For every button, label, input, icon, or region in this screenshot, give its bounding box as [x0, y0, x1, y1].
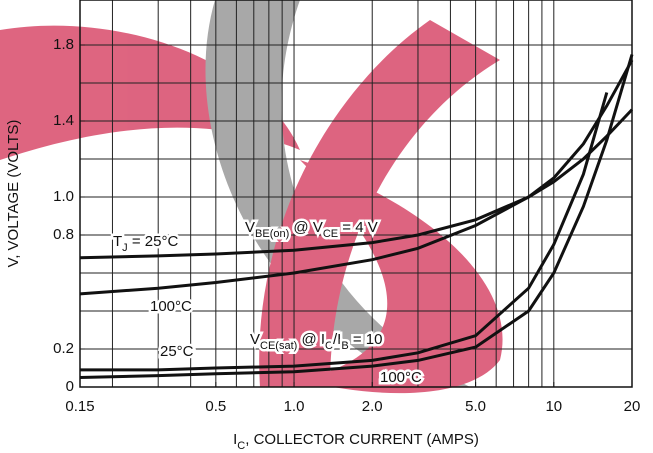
watermark-shape: [205, 0, 470, 387]
plot-frame: [79, 0, 633, 388]
y-tick-label: 1.4: [53, 112, 74, 129]
watermark: [0, 0, 503, 394]
text-part: = 4 V: [338, 219, 378, 236]
x-tick-label: 2.0: [362, 398, 383, 415]
text-part: BE(on): [255, 228, 289, 240]
y-tick-label: 0: [66, 378, 74, 395]
text-part: @ V: [289, 219, 323, 236]
annotation: 25°C: [160, 343, 194, 360]
text-part: C: [325, 340, 333, 352]
annotation: VCE(sat) @ IC/IB = 10: [250, 331, 382, 352]
line-series: [80, 92, 609, 372]
text-part: B: [341, 340, 348, 352]
text-part: = 25°C: [128, 233, 179, 250]
y-tick-label: 1.8: [53, 36, 74, 53]
x-tick-label: 0.5: [205, 398, 226, 415]
annotation: 100°C: [150, 298, 192, 315]
text-part: @ I: [297, 331, 325, 348]
x-tick-label: 5.0: [465, 398, 486, 415]
annotation: VBE(on) @ VCE = 4 V: [245, 219, 378, 240]
x-tick-label: 1.0: [284, 398, 305, 415]
text-part: V: [250, 331, 260, 348]
text-part: T: [113, 233, 122, 250]
x-tick-label: 0.15: [65, 398, 94, 415]
text-part: C: [237, 440, 245, 452]
text-part: I: [233, 431, 237, 448]
y-tick-label: 0.2: [53, 340, 74, 357]
text-part: CE: [323, 228, 338, 240]
line-series: [79, 59, 634, 296]
annotation: TJ = 25°C: [113, 233, 178, 254]
text-part: 25°C: [160, 343, 194, 360]
x-axis-label: IC, COLLECTOR CURRENT (AMPS): [233, 431, 479, 452]
text-part: = 10: [349, 331, 383, 348]
text-part: 100°C: [150, 298, 192, 315]
annotation: 100°C: [380, 369, 422, 386]
x-tick-label: 10: [545, 398, 562, 415]
text-part: J: [122, 242, 128, 254]
y-tick-label: 0.8: [53, 226, 74, 243]
line-series: [79, 54, 634, 379]
text-part: /I: [333, 331, 341, 348]
text-part: 100°C: [380, 369, 422, 386]
watermark-shape: [259, 20, 500, 387]
text-part: CE(sat): [260, 340, 297, 352]
y-axis-label: V, VOLTAGE (VOLTS): [5, 120, 22, 268]
y-tick-label: 1.0: [53, 188, 74, 205]
text-part: , COLLECTOR CURRENT (AMPS): [245, 431, 479, 448]
x-tick-label: 20: [624, 398, 641, 415]
text-part: V: [245, 219, 255, 236]
watermark-shape: [300, 160, 503, 394]
